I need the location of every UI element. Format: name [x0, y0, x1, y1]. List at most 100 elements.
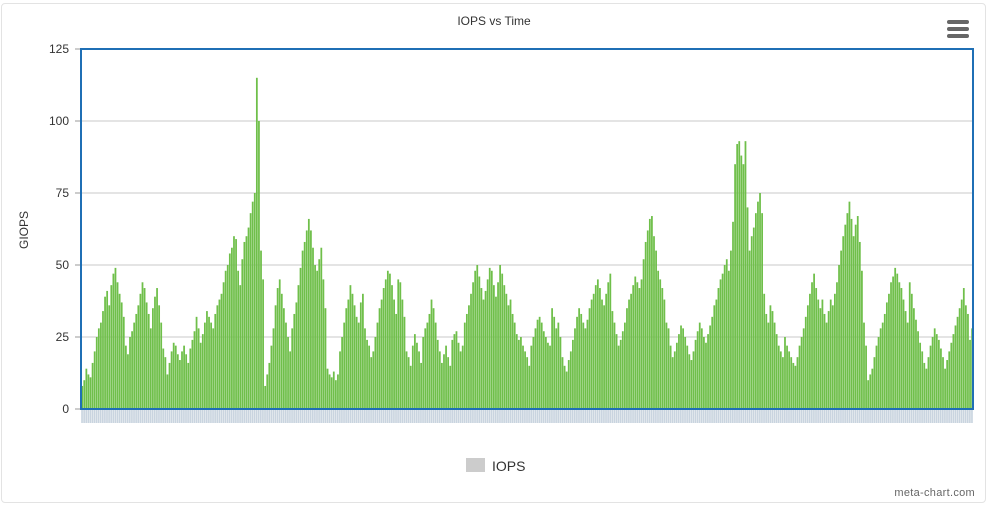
- x-tick-label: [671, 410, 674, 423]
- x-tick-label: [478, 410, 481, 423]
- x-tick-label: [124, 410, 127, 423]
- x-tick-label: [293, 410, 295, 423]
- x-tick-label: [640, 410, 643, 423]
- bar: [817, 299, 820, 409]
- x-tick-label: [811, 410, 813, 423]
- x-tick-label: [247, 410, 250, 423]
- x-tick-label: [542, 410, 545, 423]
- x-tick-label: [413, 410, 416, 423]
- bar: [572, 339, 574, 409]
- x-tick-label: [573, 410, 576, 423]
- x-tick-label: [781, 410, 784, 423]
- x-tick-label: [653, 410, 655, 423]
- bar: [852, 236, 855, 409]
- bar: [544, 337, 547, 409]
- bar: [804, 316, 807, 409]
- bar: [176, 354, 179, 409]
- bar: [626, 308, 628, 409]
- legend-label[interactable]: IOPS: [492, 458, 525, 474]
- bar: [569, 351, 572, 409]
- bar: [141, 282, 144, 409]
- x-tick-label: [330, 410, 333, 423]
- x-tick-label: [97, 410, 100, 423]
- x-tick-label: [721, 410, 724, 423]
- bar: [850, 218, 853, 409]
- bar: [293, 313, 296, 409]
- bar: [567, 360, 570, 409]
- x-tick-label: [226, 410, 229, 423]
- x-tick-label: [590, 410, 593, 423]
- bar: [725, 259, 728, 409]
- bar: [588, 308, 591, 409]
- x-tick-label: [99, 410, 102, 423]
- x-tick-label: [232, 410, 235, 423]
- x-tick-label: [927, 410, 930, 423]
- bar: [139, 293, 142, 409]
- x-tick-label: [95, 410, 98, 423]
- x-tick-label: [586, 410, 589, 423]
- bar: [287, 337, 289, 409]
- x-tick-label: [890, 410, 892, 423]
- legend-swatch[interactable]: [466, 458, 485, 472]
- bar: [536, 319, 539, 409]
- bar: [703, 337, 705, 409]
- bar: [542, 331, 545, 409]
- bar: [863, 322, 865, 409]
- x-tick-label: [301, 410, 304, 423]
- x-tick-label: [732, 410, 734, 423]
- bar: [399, 282, 402, 409]
- bar: [343, 322, 346, 409]
- x-tick-label: [505, 410, 508, 423]
- x-tick-label: [630, 410, 632, 423]
- x-tick-label: [494, 410, 497, 423]
- x-tick-label: [771, 410, 774, 423]
- x-tick-label: [492, 410, 495, 423]
- x-tick-label: [393, 410, 395, 423]
- x-tick-label: [530, 410, 532, 423]
- bar: [933, 328, 936, 409]
- bar: [861, 270, 863, 409]
- bar: [320, 247, 323, 409]
- x-tick-label: [345, 410, 347, 423]
- bar: [831, 305, 834, 409]
- bar: [565, 371, 568, 409]
- bar: [143, 288, 146, 409]
- bar: [104, 296, 106, 409]
- x-tick-label: [139, 410, 142, 423]
- bar: [170, 351, 173, 409]
- x-tick-label: [867, 410, 869, 423]
- hamburger-menu-icon[interactable]: [947, 20, 973, 42]
- bar: [958, 308, 961, 409]
- x-tick-label: [87, 410, 90, 423]
- bar: [754, 213, 757, 409]
- x-tick-label: [118, 410, 121, 423]
- bar: [334, 380, 337, 409]
- x-tick-label: [534, 410, 537, 423]
- x-tick-label: [682, 410, 684, 423]
- x-tick-label: [447, 410, 449, 423]
- bar: [530, 345, 533, 409]
- bar: [441, 362, 443, 409]
- x-tick-label: [692, 410, 695, 423]
- bar: [164, 357, 167, 409]
- x-tick-label: [482, 410, 485, 423]
- bar: [152, 308, 154, 409]
- x-tick-label: [158, 410, 160, 423]
- x-tick-label: [137, 410, 140, 423]
- bar: [145, 302, 148, 409]
- x-tick-label: [854, 410, 857, 423]
- bar: [746, 207, 749, 409]
- bar: [131, 331, 133, 409]
- bar: [648, 218, 651, 409]
- x-tick-label: [756, 410, 759, 423]
- bar: [233, 236, 235, 409]
- x-tick-label: [176, 410, 179, 423]
- bar: [447, 357, 450, 409]
- x-tick-label: [195, 410, 198, 423]
- x-tick-label: [528, 410, 530, 423]
- x-tick-label: [775, 410, 778, 423]
- bar: [357, 322, 360, 409]
- bar: [524, 351, 526, 409]
- bar: [179, 360, 181, 409]
- x-tick-label: [257, 410, 260, 423]
